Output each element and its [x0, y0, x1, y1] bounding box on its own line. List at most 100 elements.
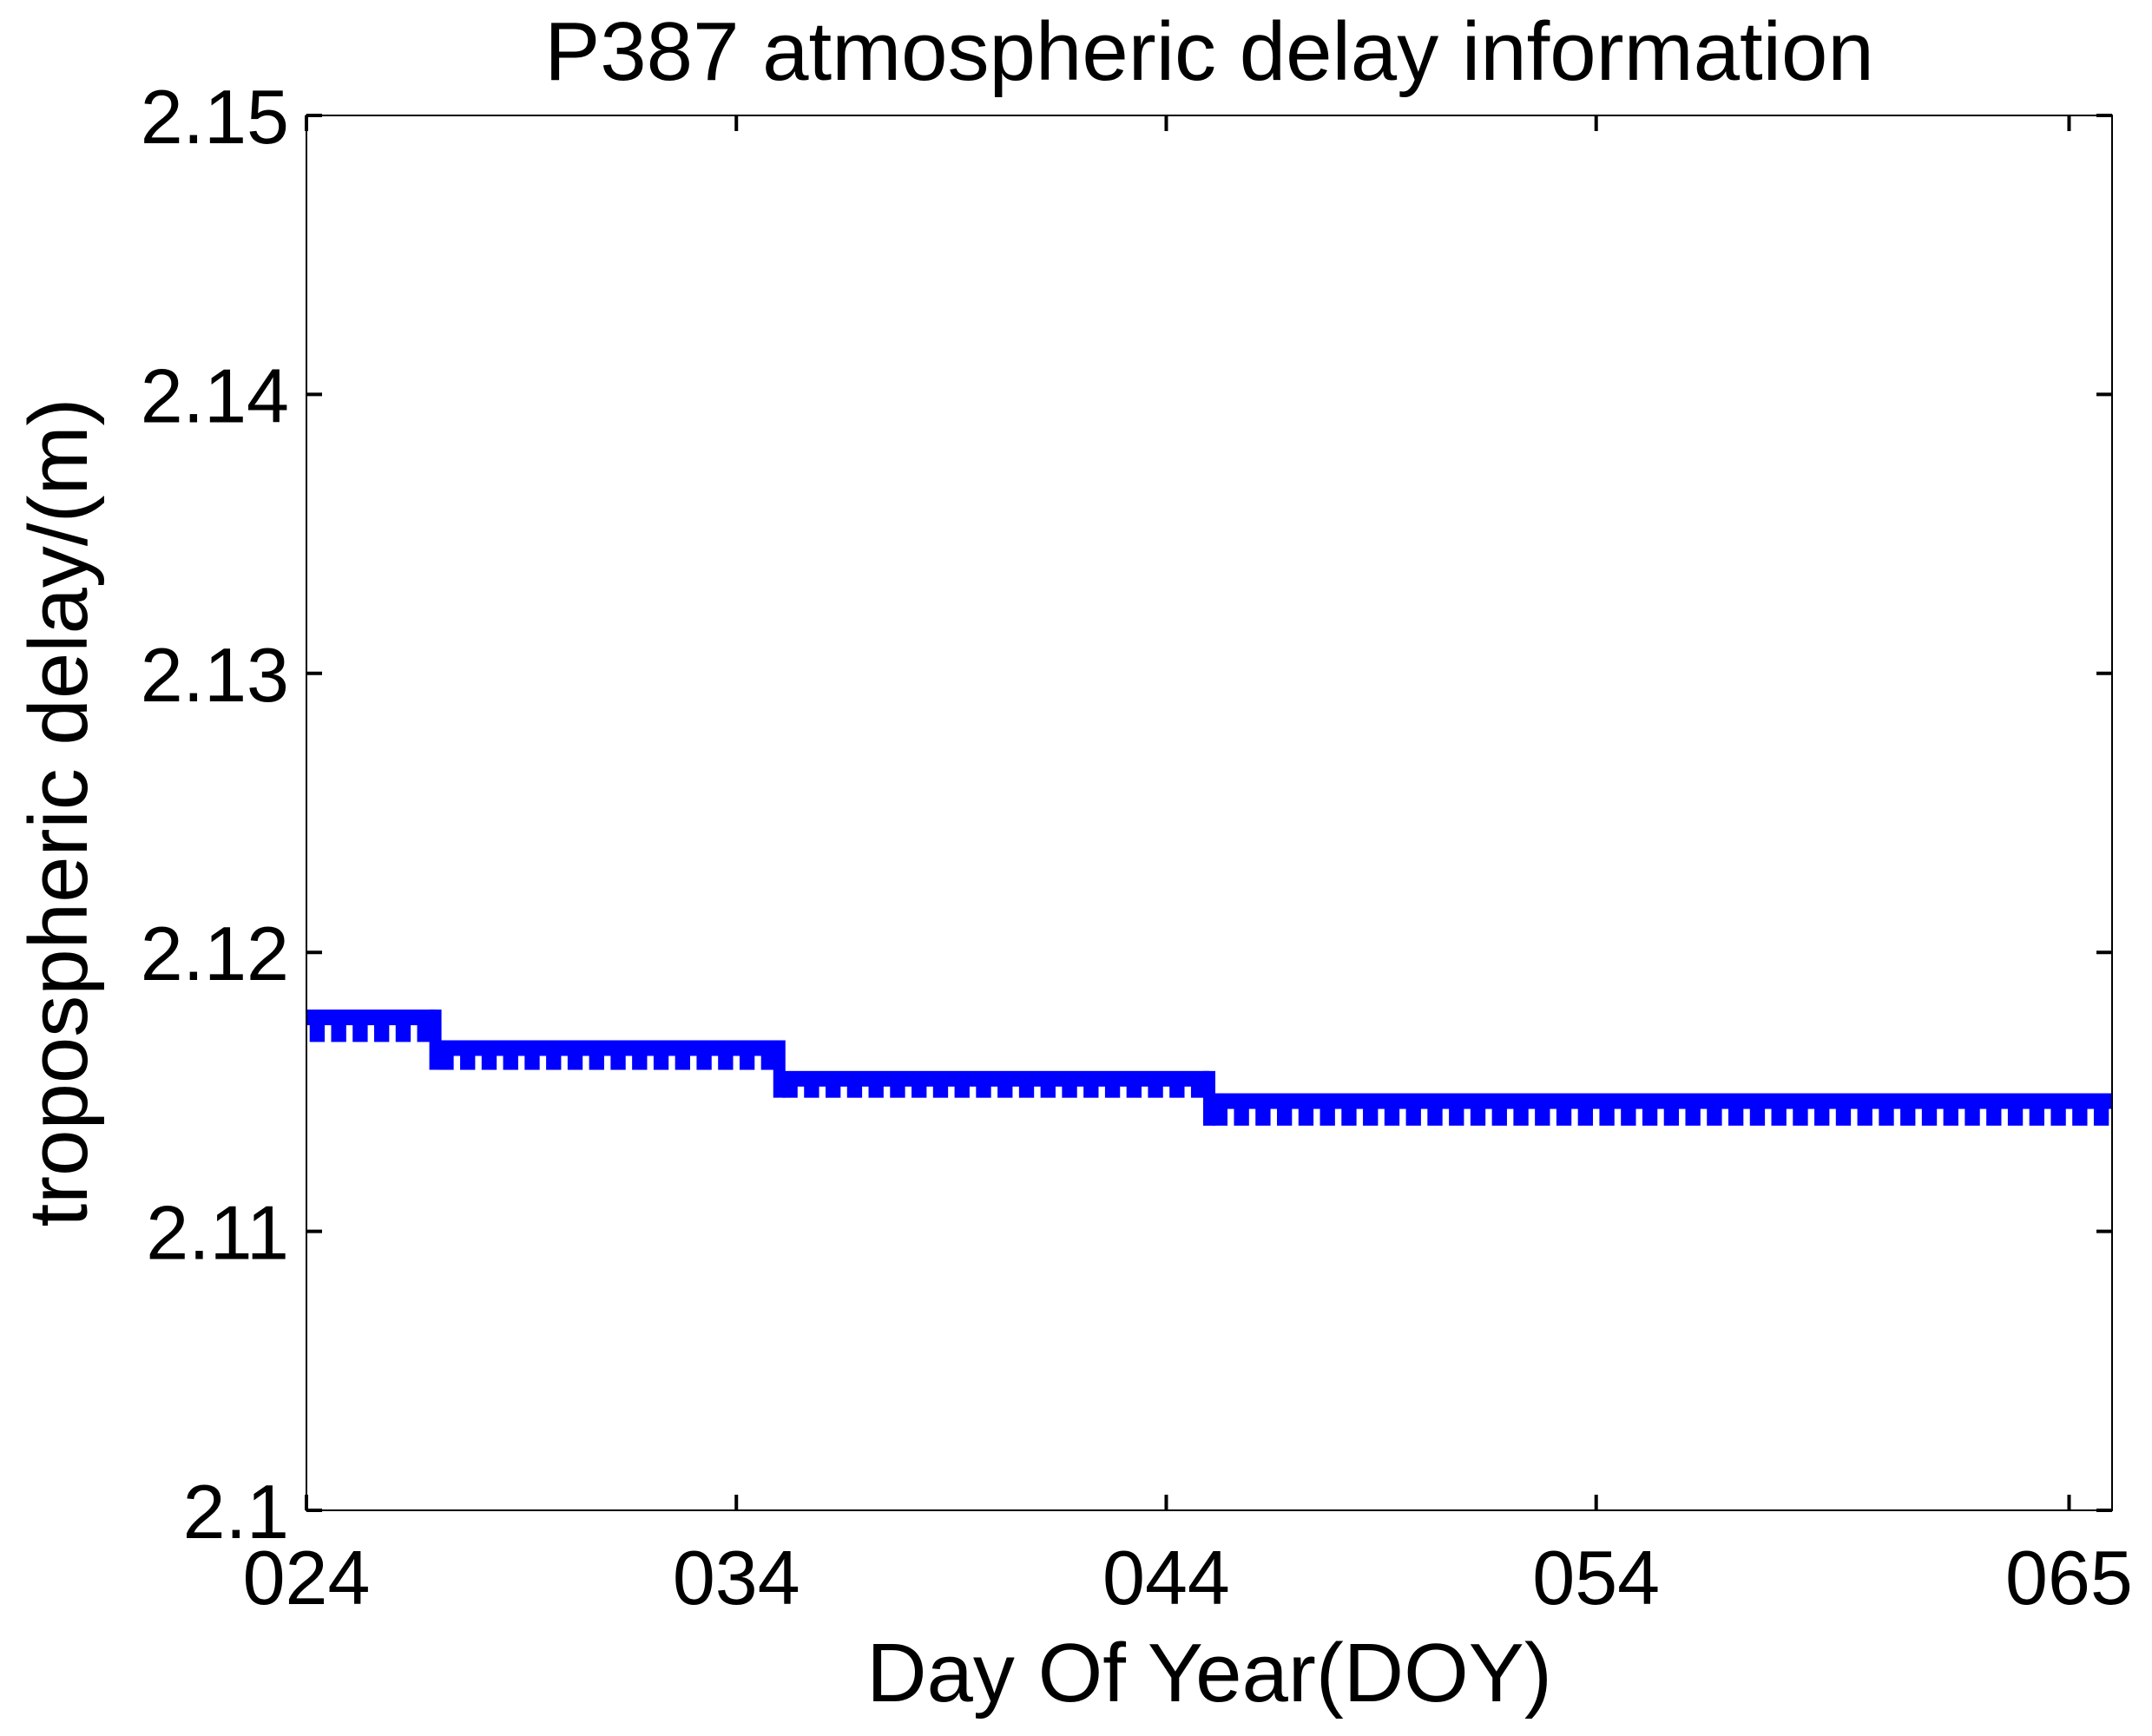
- series-oscillation: [1104, 1077, 1121, 1098]
- series-oscillation: [589, 1047, 604, 1070]
- series-oscillation: [1062, 1077, 1077, 1098]
- series-oscillation: [911, 1077, 927, 1098]
- series-oscillation: [524, 1047, 540, 1070]
- series-oscillation: [1556, 1100, 1572, 1126]
- series-oscillation: [503, 1047, 518, 1070]
- series-oscillation: [696, 1047, 712, 1070]
- series-oscillation: [1018, 1077, 1035, 1098]
- series-oscillation: [1148, 1077, 1163, 1098]
- x-tick-label: 065: [2005, 1535, 2133, 1621]
- series-oscillation: [1277, 1100, 1293, 1126]
- series-oscillation: [826, 1077, 841, 1098]
- series-oscillation: [1814, 1100, 1830, 1126]
- series-oscillation: [675, 1047, 690, 1070]
- series-oscillation: [1384, 1100, 1400, 1126]
- series-oscillation: [1857, 1100, 1872, 1126]
- series-oscillation: [1405, 1100, 1421, 1126]
- x-tick-label: 024: [243, 1535, 371, 1621]
- series-oscillation: [331, 1016, 346, 1042]
- series-oscillation: [1449, 1100, 1464, 1126]
- series-oscillation: [1234, 1100, 1249, 1126]
- series-oscillation: [395, 1016, 411, 1042]
- series-oscillation: [1491, 1100, 1507, 1126]
- series-oscillation: [1943, 1100, 1958, 1126]
- y-tick-label: 2.1: [183, 1469, 289, 1555]
- series-oscillation: [1341, 1100, 1357, 1126]
- series-layer: [306, 1009, 2112, 1126]
- series-oscillation: [352, 1016, 368, 1042]
- series-oscillation: [2007, 1100, 2024, 1126]
- series-oscillation: [1535, 1100, 1550, 1126]
- series-oscillation: [1879, 1100, 1894, 1126]
- series-oscillation: [1190, 1077, 1207, 1098]
- series-oscillation: [1363, 1100, 1379, 1126]
- series-oscillation: [2072, 1100, 2088, 1126]
- series-oscillation: [976, 1077, 991, 1098]
- series-oscillation: [309, 1016, 326, 1042]
- series-oscillation: [1986, 1100, 2002, 1126]
- series-oscillation: [2093, 1100, 2109, 1126]
- series-oscillation: [567, 1047, 583, 1070]
- x-axis-label: Day Of Year(DOY): [866, 1627, 1552, 1720]
- series-oscillation: [1040, 1077, 1056, 1098]
- series-oscillation: [460, 1047, 476, 1070]
- series-oscillation: [1212, 1100, 1228, 1126]
- series-oscillation: [653, 1047, 669, 1070]
- series-oscillation: [890, 1077, 905, 1098]
- series-oscillation: [718, 1047, 734, 1070]
- series-oscillation: [1835, 1100, 1852, 1126]
- series-oscillation: [1126, 1077, 1142, 1098]
- y-tick-label: 2.13: [141, 632, 289, 718]
- series-oscillation: [1964, 1100, 1980, 1126]
- series-oscillation: [1793, 1100, 1808, 1126]
- series-oscillation: [1577, 1100, 1593, 1126]
- series-oscillation: [1083, 1077, 1099, 1098]
- series-oscillation: [1513, 1100, 1529, 1126]
- y-tick-label: 2.11: [146, 1190, 289, 1276]
- series-oscillation: [1427, 1100, 1443, 1126]
- tick-layer: 024 034 044 054 065 2.1 2.11 2.12 2.13 2.14 2.15: [141, 74, 2133, 1621]
- series-oscillation: [438, 1047, 454, 1070]
- series-oscillation: [1663, 1100, 1680, 1126]
- series-oscillation: [1707, 1100, 1722, 1126]
- series-oscillation: [1255, 1100, 1271, 1126]
- series-oscillation: [481, 1047, 497, 1070]
- series-oscillation: [1921, 1100, 1938, 1126]
- series-oscillation: [417, 1016, 432, 1042]
- series-oscillation: [632, 1047, 648, 1070]
- series-oscillation: [374, 1016, 390, 1042]
- series-oscillation: [1319, 1100, 1335, 1126]
- series-oscillation: [1298, 1100, 1314, 1126]
- series-oscillation: [1642, 1100, 1658, 1126]
- series-band: [306, 1009, 436, 1026]
- chart-title: P387 atmospheric delay information: [544, 5, 1874, 98]
- y-tick-label: 2.12: [141, 911, 289, 996]
- x-tick-label: 034: [673, 1535, 800, 1621]
- series-oscillation: [1749, 1100, 1766, 1126]
- x-tick-label: 044: [1102, 1535, 1230, 1621]
- series-oscillation: [760, 1047, 777, 1070]
- series-oscillation: [932, 1077, 949, 1098]
- series-oscillation: [1169, 1077, 1185, 1098]
- series-oscillation: [868, 1077, 884, 1098]
- series-oscillation: [804, 1077, 819, 1098]
- series-oscillation: [846, 1077, 863, 1098]
- series-oscillation: [1470, 1100, 1486, 1126]
- series-oscillation: [2050, 1100, 2066, 1126]
- y-tick-label: 2.15: [141, 74, 289, 160]
- series-oscillation: [2029, 1100, 2044, 1126]
- series-band: [779, 1070, 1209, 1087]
- series-oscillation: [1728, 1100, 1744, 1126]
- series-oscillation: [1621, 1100, 1636, 1126]
- plot-area-frame: [306, 115, 2113, 1511]
- series-oscillation: [1599, 1100, 1615, 1126]
- series-oscillation: [1685, 1100, 1701, 1126]
- series-oscillation: [546, 1047, 562, 1070]
- series-oscillation: [782, 1077, 798, 1098]
- series-band: [435, 1040, 780, 1056]
- x-tick-label: 054: [1532, 1535, 1660, 1621]
- y-tick-label: 2.14: [141, 352, 289, 438]
- series-oscillation: [954, 1077, 970, 1098]
